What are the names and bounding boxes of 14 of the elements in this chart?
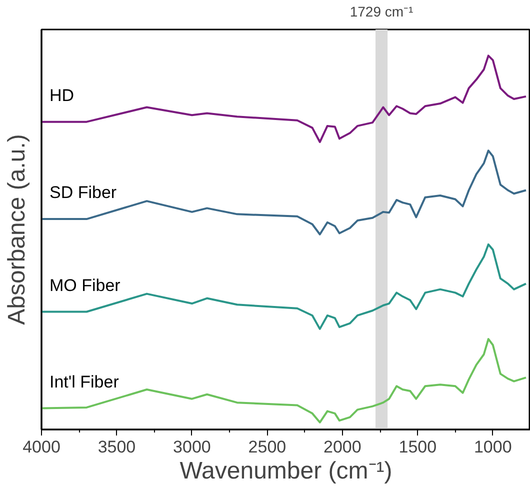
band-label: 1729 cm⁻¹ — [350, 4, 414, 20]
x-tick-label: 2500 — [248, 438, 286, 456]
series-label: Int'l Fiber — [50, 372, 120, 392]
x-tick-label: 3500 — [98, 438, 136, 456]
series-label: HD — [50, 86, 74, 106]
x-tick-label: 1000 — [474, 438, 512, 456]
x-axis-title: Wavenumber (cm⁻¹) — [180, 458, 392, 484]
y-axis-title: Absorbance (a.u.) — [4, 134, 30, 325]
x-tick-label: 3000 — [173, 438, 211, 456]
series-label: SD Fiber — [50, 183, 117, 202]
x-tick-label: 4000 — [22, 438, 60, 456]
x-tick-label: 1500 — [398, 438, 437, 456]
x-tick-label: 2000 — [324, 438, 362, 456]
series-label: MO Fiber — [50, 276, 121, 295]
